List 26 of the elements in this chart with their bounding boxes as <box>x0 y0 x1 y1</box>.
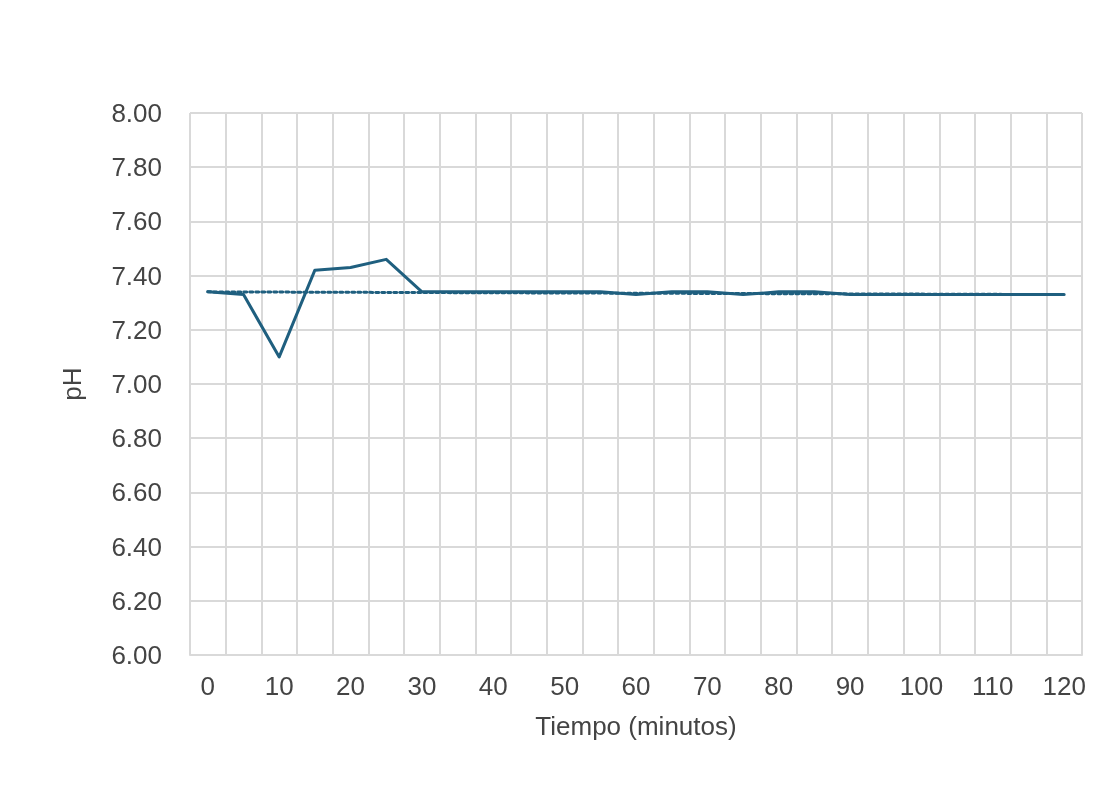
x-tick-label: 120 <box>1042 671 1086 701</box>
x-tick-label: 10 <box>264 671 294 701</box>
y-tick-label: 6.80 <box>111 423 162 454</box>
x-tick-label: 40 <box>478 671 508 701</box>
y-tick-label: 8.00 <box>111 98 162 128</box>
x-tick-label: 30 <box>407 671 437 701</box>
y-tick-label: 7.40 <box>111 260 162 291</box>
y-tick-label: 7.80 <box>111 152 162 183</box>
x-tick-label: 50 <box>550 671 580 701</box>
y-tick-label: 7.60 <box>111 206 162 237</box>
x-axis-title: Tiempo (minutos) <box>535 711 737 741</box>
y-tick-label: 7.20 <box>111 314 162 345</box>
y-axis-title: pH <box>57 367 87 401</box>
x-tick-label: 70 <box>692 671 722 701</box>
y-tick-label: 6.40 <box>111 531 162 562</box>
x-tick-label: 110 <box>972 671 1014 701</box>
x-tick-label: 20 <box>336 671 366 701</box>
y-tick-label: 6.60 <box>111 477 162 508</box>
y-tick-label: 7.00 <box>111 369 162 399</box>
x-tick-label: 0 <box>200 671 216 701</box>
y-tick-label: 6.20 <box>111 585 162 616</box>
y-tick-label: 6.00 <box>111 640 162 670</box>
x-tick-label: 90 <box>835 671 865 701</box>
x-tick-label: 80 <box>764 671 794 701</box>
x-tick-label: 60 <box>621 671 651 701</box>
x-tick-label: 100 <box>899 671 944 701</box>
